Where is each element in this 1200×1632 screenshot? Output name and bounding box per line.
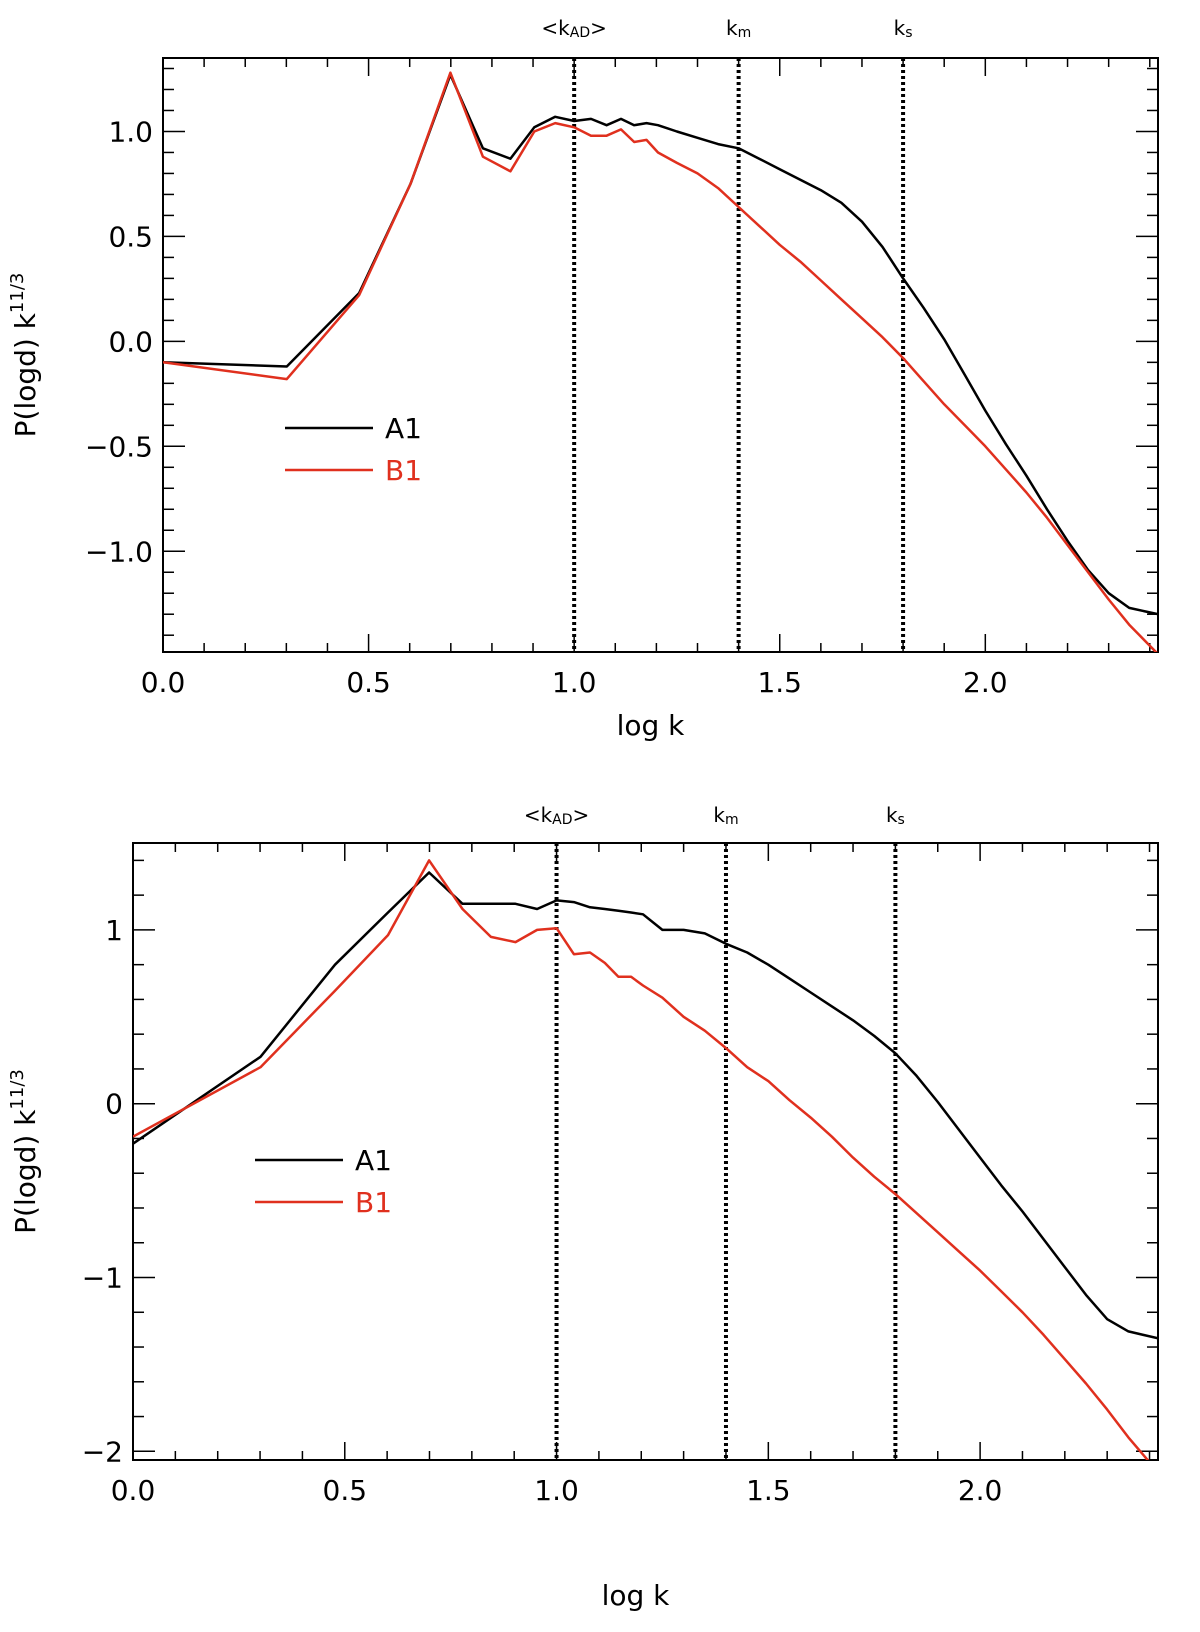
vertical-marker-label: ks [894, 16, 913, 41]
vertical-marker-label: km [726, 16, 751, 41]
vertical-marker-label: ks [886, 803, 905, 828]
series-line-b1 [163, 71, 1158, 652]
legend-label-a1: A1 [385, 412, 422, 445]
y-tick-label: −1 [82, 1262, 123, 1295]
x-tick-label: 1.0 [552, 666, 597, 699]
x-tick-label: 0.5 [346, 666, 391, 699]
plot-frame [132, 842, 1159, 1461]
x-tick-label: 2.0 [963, 666, 1008, 699]
legend-label-b1: B1 [385, 454, 422, 487]
legend-label-b1: B1 [355, 1186, 392, 1219]
vertical-marker-label: <kAD> [524, 803, 589, 828]
plot-frame [162, 57, 1159, 653]
y-axis-label: P(logd) k11/3 [7, 1069, 42, 1234]
x-tick-label: 2.0 [958, 1474, 1003, 1507]
series-line-a1 [133, 871, 1158, 1340]
y-tick-label: 0.0 [108, 325, 153, 358]
y-tick-label: 1.0 [108, 115, 153, 148]
x-tick-label: 0.0 [141, 666, 186, 699]
y-tick-label: 1 [105, 914, 123, 947]
x-tick-label: 0.0 [111, 1474, 156, 1507]
y-tick-label: −1.0 [85, 535, 153, 568]
y-tick-label: 0 [105, 1088, 123, 1121]
vertical-marker-label: <kAD> [541, 16, 606, 41]
y-tick-label: 0.5 [108, 220, 153, 253]
y-tick-label: −0.5 [85, 430, 153, 463]
x-axis-label: log k [602, 1579, 671, 1612]
x-tick-label: 1.5 [746, 1474, 791, 1507]
x-axis-label: log k [617, 709, 686, 742]
y-tick-label: −2 [82, 1435, 123, 1468]
legend-label-a1: A1 [355, 1144, 392, 1177]
x-tick-label: 1.5 [757, 666, 802, 699]
series-line-b1 [133, 859, 1150, 1460]
vertical-marker-label: km [713, 803, 738, 828]
x-tick-label: 1.0 [534, 1474, 579, 1507]
chart-bottom: 0.0 0.5 1.0 1.5 2.0 1 0 −1 −2 log k P(logd) k11/3 <… [7, 803, 1159, 1612]
chart-top: 0.0 0.5 1.0 1.5 2.0 1.0 0.5 0.0 −0.5 −1.0 log k P(l… [7, 16, 1159, 742]
x-tick-label: 0.5 [323, 1474, 368, 1507]
y-axis-label: P(logd) k11/3 [7, 273, 42, 438]
series-line-a1 [163, 73, 1158, 616]
